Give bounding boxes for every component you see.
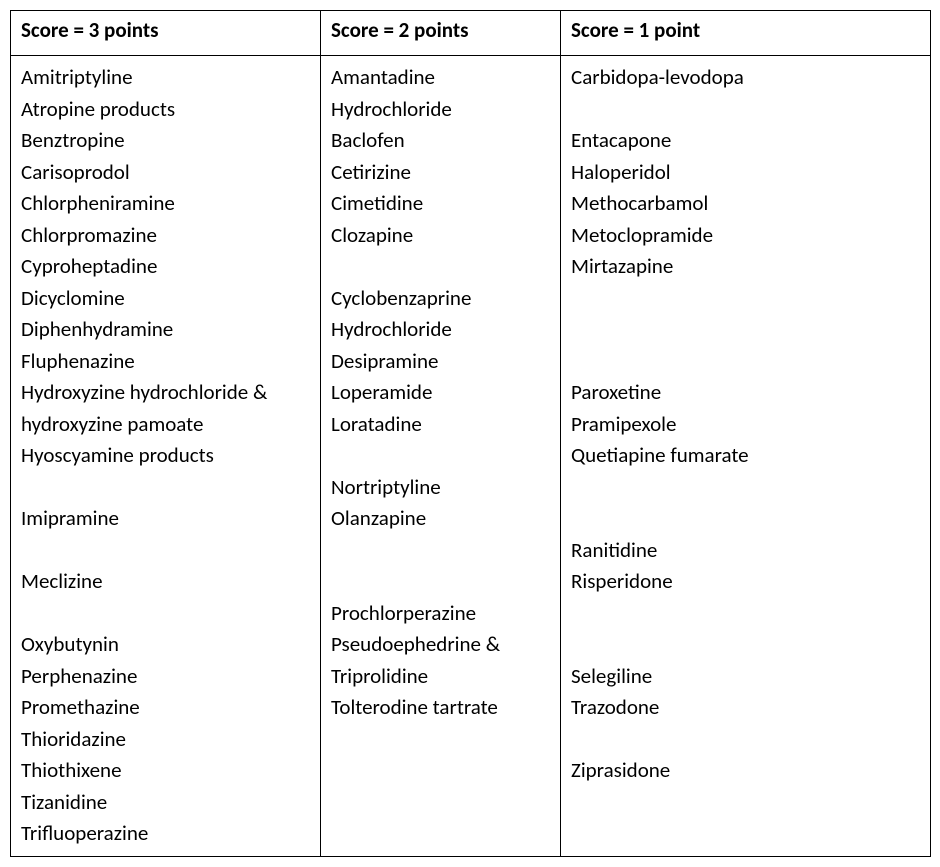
- drug-entry: Olanzapine: [331, 503, 550, 535]
- drug-entry: Cyclobenzaprine: [331, 283, 550, 315]
- drug-entry: Trazodone: [571, 692, 920, 724]
- drug-entry: Mirtazapine: [571, 251, 920, 283]
- drug-entry: Hyoscyamine products: [21, 440, 310, 472]
- drug-entry: Entacapone: [571, 125, 920, 157]
- drug-entry: Risperidone: [571, 566, 920, 598]
- drug-entry: Meclizine: [21, 566, 310, 598]
- drug-entry: Cyproheptadine: [21, 251, 310, 283]
- drug-entry: Thiothixene: [21, 755, 310, 787]
- column-header-score-1: Score = 1 point: [561, 11, 931, 56]
- drug-entry: Metoclopramide: [571, 220, 920, 252]
- drug-entry: Dicyclomine: [21, 283, 310, 315]
- table-body-row: AmitriptylineAtropine productsBenztropin…: [11, 56, 931, 857]
- drug-entry: Imipramine: [21, 503, 310, 535]
- drug-entry: [331, 440, 550, 472]
- table-header-row: Score = 3 points Score = 2 points Score …: [11, 11, 931, 56]
- drug-entry: [571, 724, 920, 756]
- drug-entry: Hydrochloride: [331, 94, 550, 126]
- drug-entry: Triprolidine: [331, 661, 550, 693]
- drug-entry: [331, 535, 550, 567]
- drug-entry: Hydroxyzine hydrochloride &: [21, 377, 310, 409]
- drug-entry: [571, 94, 920, 126]
- drug-entry: Amitriptyline: [21, 62, 310, 94]
- drug-entry: Loperamide: [331, 377, 550, 409]
- drug-entry: [571, 283, 920, 315]
- drug-entry: Haloperidol: [571, 157, 920, 189]
- drug-entry: Thioridazine: [21, 724, 310, 756]
- drug-entry: Atropine products: [21, 94, 310, 126]
- drug-entry: Baclofen: [331, 125, 550, 157]
- drug-entry: Promethazine: [21, 692, 310, 724]
- drug-entry: [21, 535, 310, 567]
- drug-entry: Methocarbamol: [571, 188, 920, 220]
- drug-entry: hydroxyzine pamoate: [21, 409, 310, 441]
- drug-entry: Tizanidine: [21, 787, 310, 819]
- score-table: Score = 3 points Score = 2 points Score …: [10, 10, 931, 857]
- cell-score-1: Carbidopa-levodopa EntacaponeHaloperidol…: [561, 56, 931, 857]
- cell-score-3: AmitriptylineAtropine productsBenztropin…: [11, 56, 321, 857]
- column-header-score-2: Score = 2 points: [321, 11, 561, 56]
- drug-entry: Oxybutynin: [21, 629, 310, 661]
- drug-entry: Chlorpromazine: [21, 220, 310, 252]
- drug-entry: Prochlorperazine: [331, 598, 550, 630]
- drug-entry: Ranitidine: [571, 535, 920, 567]
- drug-entry: Hydrochloride: [331, 314, 550, 346]
- drug-entry: Carisoprodol: [21, 157, 310, 189]
- drug-entry: Perphenazine: [21, 661, 310, 693]
- drug-entry: Pseudoephedrine &: [331, 629, 550, 661]
- drug-entry: Clozapine: [331, 220, 550, 252]
- drug-entry: [571, 629, 920, 661]
- drug-entry: Chlorpheniramine: [21, 188, 310, 220]
- drug-entry: [21, 598, 310, 630]
- drug-entry: [331, 251, 550, 283]
- drug-entry: Ziprasidone: [571, 755, 920, 787]
- drug-entry: Quetiapine fumarate: [571, 440, 920, 472]
- drug-entry: Amantadine: [331, 62, 550, 94]
- drug-entry: Selegiline: [571, 661, 920, 693]
- drug-entry: Benztropine: [21, 125, 310, 157]
- drug-entry: Cetirizine: [331, 157, 550, 189]
- cell-score-2: AmantadineHydrochlorideBaclofenCetirizin…: [321, 56, 561, 857]
- drug-entry: [21, 472, 310, 504]
- drug-entry: [571, 472, 920, 504]
- drug-entry: Pramipexole: [571, 409, 920, 441]
- drug-entry: Diphenhydramine: [21, 314, 310, 346]
- drug-entry: Fluphenazine: [21, 346, 310, 378]
- drug-entry: [571, 503, 920, 535]
- drug-entry: [571, 314, 920, 346]
- drug-entry: Carbidopa-levodopa: [571, 62, 920, 94]
- drug-entry: Trifluoperazine: [21, 818, 310, 850]
- drug-entry: Cimetidine: [331, 188, 550, 220]
- column-header-score-3: Score = 3 points: [11, 11, 321, 56]
- drug-entry: [571, 598, 920, 630]
- drug-entry: Loratadine: [331, 409, 550, 441]
- drug-entry: [571, 346, 920, 378]
- drug-entry: Nortriptyline: [331, 472, 550, 504]
- drug-entry: Tolterodine tartrate: [331, 692, 550, 724]
- drug-entry: [331, 566, 550, 598]
- drug-entry: Paroxetine: [571, 377, 920, 409]
- drug-entry: Desipramine: [331, 346, 550, 378]
